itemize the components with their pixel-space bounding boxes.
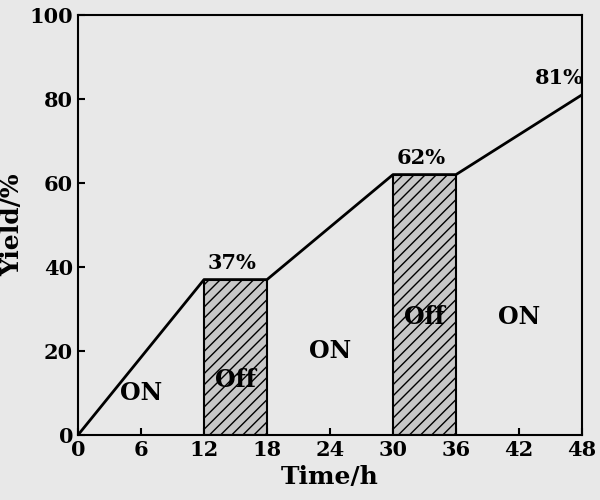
Bar [204,280,267,435]
Text: Off: Off [215,368,256,392]
X-axis label: Time/h: Time/h [281,466,379,489]
Text: ON: ON [309,339,351,363]
Text: ON: ON [120,381,162,405]
Text: ON: ON [498,306,540,330]
Text: 37%: 37% [207,254,256,274]
Bar [393,174,456,435]
Text: 62%: 62% [396,148,445,169]
Y-axis label: Yield/%: Yield/% [0,174,24,277]
Text: 81%: 81% [535,68,584,88]
Text: Off: Off [404,306,445,330]
